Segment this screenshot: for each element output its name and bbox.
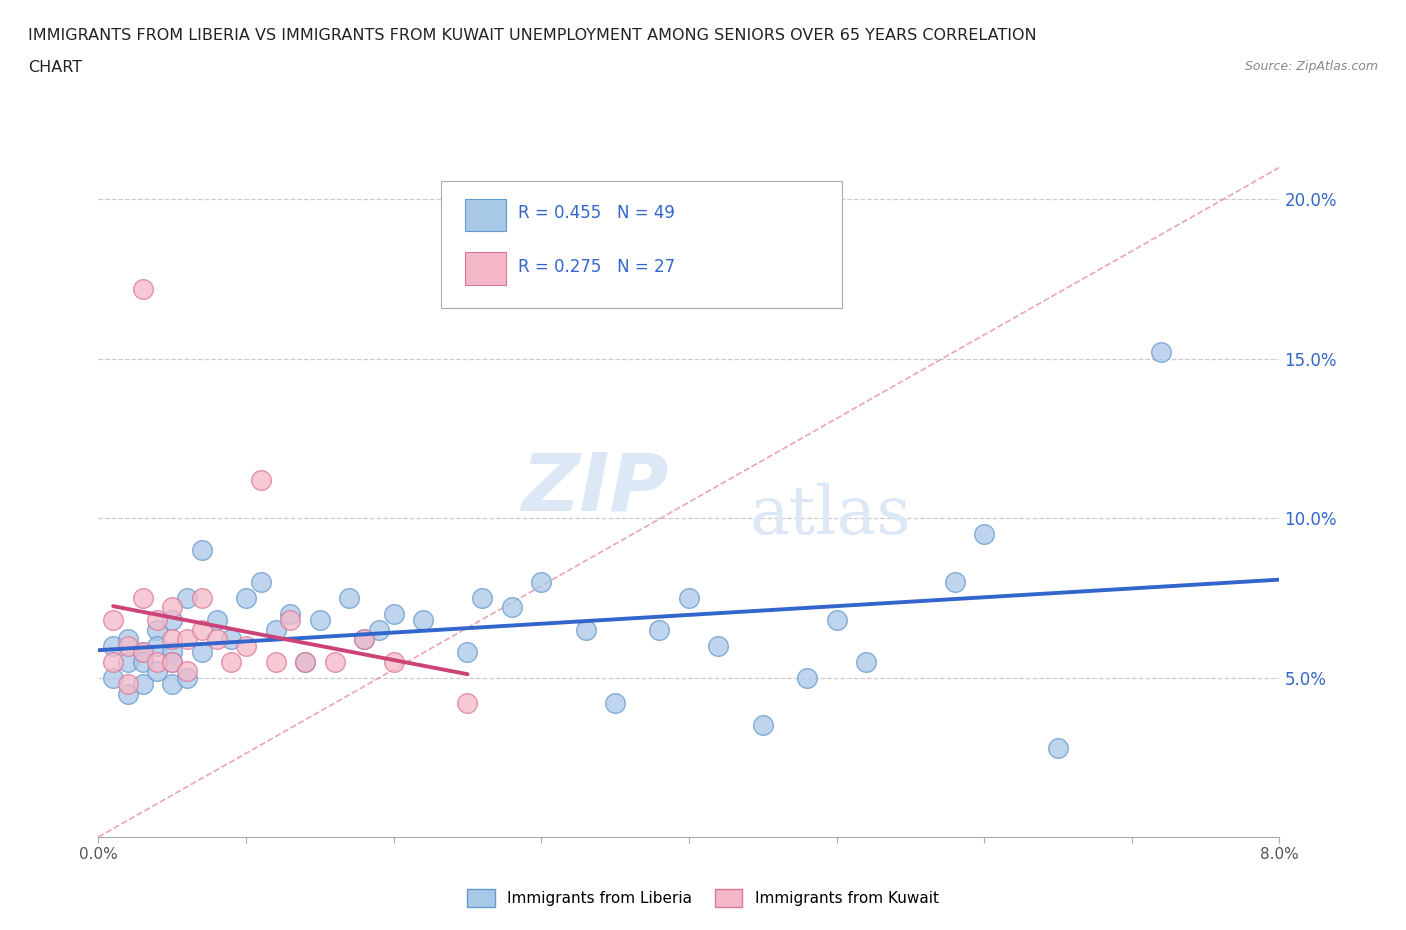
Point — [103, 638, 125, 653]
Point — [353, 631, 375, 646]
Point — [103, 613, 125, 628]
Point — [367, 622, 389, 637]
Point — [146, 654, 169, 669]
Point — [146, 664, 169, 679]
Legend: Immigrants from Liberia, Immigrants from Kuwait: Immigrants from Liberia, Immigrants from… — [461, 884, 945, 913]
Point — [250, 472, 273, 487]
Point — [132, 654, 155, 669]
Text: CHART: CHART — [28, 60, 82, 75]
Point — [132, 676, 155, 691]
FancyBboxPatch shape — [464, 252, 506, 285]
Text: R = 0.455   N = 49: R = 0.455 N = 49 — [517, 204, 675, 222]
Point — [501, 600, 523, 615]
Point — [146, 613, 169, 628]
Point — [219, 631, 242, 646]
Point — [412, 613, 434, 628]
Point — [146, 638, 169, 653]
Point — [176, 631, 198, 646]
Point — [205, 631, 228, 646]
Point — [574, 622, 596, 637]
Point — [264, 622, 287, 637]
Point — [219, 654, 242, 669]
Point — [176, 591, 198, 605]
Point — [146, 622, 169, 637]
Point — [707, 638, 730, 653]
Point — [382, 654, 405, 669]
Text: Source: ZipAtlas.com: Source: ZipAtlas.com — [1244, 60, 1378, 73]
Point — [132, 281, 155, 296]
Point — [796, 671, 818, 685]
Point — [162, 600, 183, 615]
Point — [191, 542, 214, 557]
Point — [235, 638, 257, 653]
FancyBboxPatch shape — [441, 180, 842, 308]
Point — [278, 606, 302, 621]
Point — [162, 676, 183, 691]
Point — [117, 638, 139, 653]
Point — [117, 676, 139, 691]
Point — [751, 718, 773, 733]
Point — [308, 613, 332, 628]
Text: atlas: atlas — [749, 483, 911, 548]
Point — [648, 622, 671, 637]
Point — [235, 591, 257, 605]
Point — [456, 644, 478, 659]
Point — [471, 591, 494, 605]
Point — [353, 631, 375, 646]
Point — [162, 644, 183, 659]
Point — [132, 644, 155, 659]
Point — [973, 526, 995, 541]
Point — [530, 575, 553, 590]
Point — [162, 654, 183, 669]
Point — [855, 654, 877, 669]
Point — [103, 654, 125, 669]
Point — [943, 575, 966, 590]
Text: ZIP: ZIP — [520, 450, 668, 528]
Text: IMMIGRANTS FROM LIBERIA VS IMMIGRANTS FROM KUWAIT UNEMPLOYMENT AMONG SENIORS OVE: IMMIGRANTS FROM LIBERIA VS IMMIGRANTS FR… — [28, 28, 1036, 43]
Point — [205, 613, 228, 628]
Point — [382, 606, 405, 621]
Point — [605, 696, 627, 711]
Point — [176, 664, 198, 679]
Point — [132, 644, 155, 659]
Point — [176, 671, 198, 685]
Point — [1150, 345, 1173, 360]
Point — [456, 696, 478, 711]
Point — [191, 622, 214, 637]
Point — [103, 671, 125, 685]
Point — [1046, 740, 1069, 755]
Text: R = 0.275   N = 27: R = 0.275 N = 27 — [517, 258, 675, 275]
Point — [162, 654, 183, 669]
Point — [294, 654, 316, 669]
Point — [117, 631, 139, 646]
Point — [132, 591, 155, 605]
Point — [678, 591, 700, 605]
Point — [825, 613, 848, 628]
FancyBboxPatch shape — [464, 199, 506, 231]
Point — [162, 613, 183, 628]
Point — [250, 575, 273, 590]
Point — [264, 654, 287, 669]
Point — [337, 591, 360, 605]
Point — [278, 613, 302, 628]
Point — [117, 686, 139, 701]
Point — [191, 644, 214, 659]
Point — [117, 654, 139, 669]
Point — [162, 631, 183, 646]
Point — [294, 654, 316, 669]
Point — [323, 654, 346, 669]
Point — [191, 591, 214, 605]
